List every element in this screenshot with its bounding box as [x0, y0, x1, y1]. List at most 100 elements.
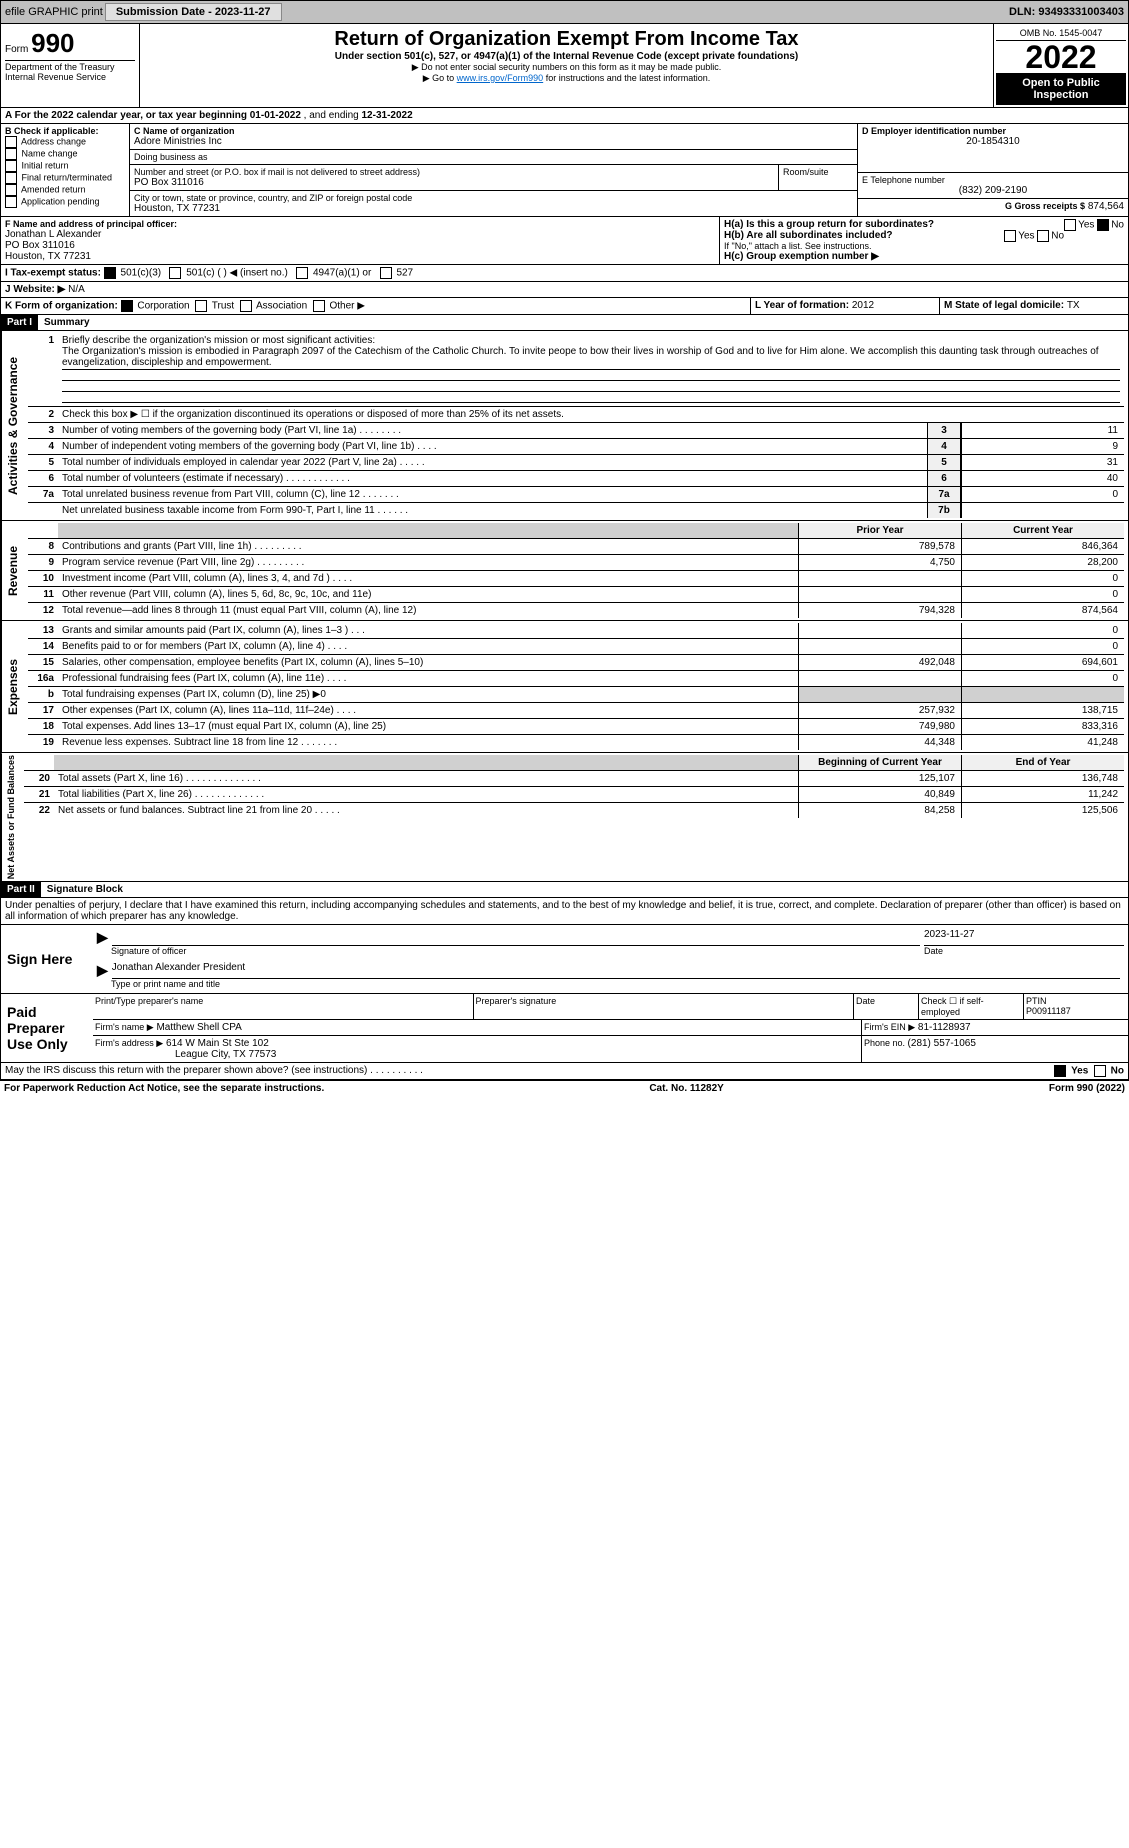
part-2-badge: Part II: [1, 882, 41, 897]
4947-checkbox[interactable]: [296, 267, 308, 279]
box-b-hdr: B Check if applicable:: [5, 126, 125, 136]
box-m-lbl: M State of legal domicile:: [944, 300, 1067, 311]
submission-date-btn[interactable]: Submission Date - 2023-11-27: [105, 3, 282, 21]
prep-c2: Preparer's signature: [474, 994, 855, 1019]
website-row: J Website: ▶ N/A: [0, 282, 1129, 298]
gov-label: Activities & Governance: [1, 331, 24, 520]
box-c-addr-lbl: Number and street (or P.O. box if mail i…: [134, 167, 774, 177]
sig-officer-lbl: Signature of officer: [111, 946, 924, 956]
boxb-checkbox[interactable]: [5, 196, 17, 208]
firm-ein-lbl: Firm's EIN ▶: [864, 1022, 915, 1032]
end-year-hdr: End of Year: [961, 755, 1124, 770]
firm-name: Matthew Shell CPA: [156, 1022, 241, 1033]
main-title: Return of Organization Exempt From Incom…: [144, 28, 989, 51]
begin-year-hdr: Beginning of Current Year: [798, 755, 961, 770]
irs-link[interactable]: www.irs.gov/Form990: [457, 73, 544, 83]
row-a-begin: 01-01-2022: [250, 110, 301, 121]
boxb-checkbox[interactable]: [5, 160, 17, 172]
org-address: PO Box 311016: [134, 177, 774, 188]
subtitle-1: Under section 501(c), 527, or 4947(a)(1)…: [144, 51, 989, 62]
row-a-pre: A For the 2022 calendar year, or tax yea…: [5, 110, 250, 121]
declaration-text: Under penalties of perjury, I declare th…: [0, 898, 1129, 925]
box-c-container: C Name of organization Adore Ministries …: [130, 124, 858, 216]
ha-yes-checkbox[interactable]: [1064, 219, 1076, 231]
current-year-hdr: Current Year: [961, 523, 1124, 538]
hb-yes-checkbox[interactable]: [1004, 230, 1016, 242]
line-1-lbl: Briefly describe the organization's miss…: [62, 335, 375, 346]
501c-checkbox[interactable]: [169, 267, 181, 279]
page-footer: For Paperwork Reduction Act Notice, see …: [0, 1080, 1129, 1096]
527-checkbox[interactable]: [380, 267, 392, 279]
boxb-checkbox[interactable]: [5, 148, 17, 160]
firm-addr1: 614 W Main St Ste 102: [166, 1038, 269, 1049]
arrow-icon: ▶: [97, 929, 108, 946]
may-irs-yes-checkbox[interactable]: [1054, 1065, 1066, 1077]
phone-value: (832) 209-2190: [862, 185, 1124, 196]
footer-mid: Cat. No. 11282Y: [649, 1083, 723, 1094]
h-c-lbl: H(c) Group exemption number ▶: [724, 251, 1124, 262]
goto-pre: ▶ Go to: [423, 73, 457, 83]
efile-label: efile GRAPHIC print: [5, 6, 103, 18]
trust-checkbox[interactable]: [195, 300, 207, 312]
box-d-lbl: D Employer identification number: [862, 126, 1124, 136]
officer-line-1: PO Box 311016: [5, 240, 715, 251]
h-b-note: If "No," attach a list. See instructions…: [724, 241, 1124, 251]
revenue-section: Revenue Prior Year Current Year 8Contrib…: [0, 521, 1129, 621]
box-i-lbl: I Tax-exempt status:: [5, 268, 101, 279]
assoc-checkbox[interactable]: [240, 300, 252, 312]
tax-year: 2022: [996, 41, 1126, 73]
sign-here-block: Sign Here ▶ 2023-11-27 Signature of offi…: [0, 925, 1129, 1080]
footer-left: For Paperwork Reduction Act Notice, see …: [4, 1083, 324, 1094]
ha-no-checkbox[interactable]: [1097, 219, 1109, 231]
h-a-lbl: H(a) Is this a group return for subordin…: [724, 219, 934, 230]
may-irs-no-checkbox[interactable]: [1094, 1065, 1106, 1077]
website-value: N/A: [65, 284, 84, 295]
state-domicile: TX: [1067, 300, 1080, 311]
year-formation: 2012: [852, 300, 874, 311]
sign-here-lbl: Sign Here: [1, 925, 93, 993]
org-name: Adore Ministries Inc: [134, 136, 853, 147]
arrow-icon-2: ▶: [97, 962, 108, 979]
irs-label: Internal Revenue Service: [5, 72, 135, 82]
open-to-public: Open to Public Inspection: [996, 73, 1126, 105]
box-c-city-lbl: City or town, state or province, country…: [134, 193, 853, 203]
ptin-value: P00911187: [1026, 1006, 1071, 1016]
part-1-title: Summary: [38, 315, 96, 330]
corp-checkbox[interactable]: [121, 300, 133, 312]
prior-year-hdr: Prior Year: [798, 523, 961, 538]
may-irs-text: May the IRS discuss this return with the…: [5, 1065, 1054, 1077]
firm-name-lbl: Firm's name ▶: [95, 1022, 154, 1032]
phone-lbl: Phone no.: [864, 1038, 908, 1048]
net-label: Net Assets or Fund Balances: [1, 753, 20, 881]
form-org-row: K Form of organization: Corporation Trus…: [0, 298, 1129, 315]
ein-value: 20-1854310: [862, 136, 1124, 147]
governance-section: Activities & Governance 1 Briefly descri…: [0, 331, 1129, 521]
subtitle-2: ▶ Do not enter social security numbers o…: [144, 62, 989, 73]
other-checkbox[interactable]: [313, 300, 325, 312]
box-c-dba-lbl: Doing business as: [134, 152, 853, 162]
officer-line-0: Jonathan L Alexander: [5, 229, 715, 240]
501c3-checkbox[interactable]: [104, 267, 116, 279]
box-l-lbl: L Year of formation:: [755, 300, 852, 311]
row-a: A For the 2022 calendar year, or tax yea…: [0, 108, 1129, 124]
officer-line-2: Houston, TX 77231: [5, 251, 715, 262]
prep-c4: Check ☐ if self-employed: [919, 994, 1024, 1019]
goto-post: for instructions and the latest informat…: [543, 73, 710, 83]
prep-c3: Date: [854, 994, 919, 1019]
part-1-badge: Part I: [1, 315, 38, 330]
boxb-checkbox[interactable]: [5, 184, 17, 196]
officer-name: Jonathan Alexander President: [112, 962, 1120, 979]
officer-block: F Name and address of principal officer:…: [0, 217, 1129, 265]
room-suite-lbl: Room/suite: [779, 165, 857, 190]
paid-prep-lbl: Paid Preparer Use Only: [1, 994, 93, 1062]
exp-label: Expenses: [1, 621, 24, 752]
boxb-checkbox[interactable]: [5, 136, 17, 148]
type-name-lbl: Type or print name and title: [97, 979, 1124, 989]
firm-addr2: League City, TX 77573: [95, 1049, 276, 1060]
hb-no-checkbox[interactable]: [1037, 230, 1049, 242]
boxb-checkbox[interactable]: [5, 172, 17, 184]
date-lbl: Date: [924, 946, 1124, 956]
prep-c1: Print/Type preparer's name: [93, 994, 474, 1019]
h-b-lbl: H(b) Are all subordinates included?: [724, 230, 893, 241]
part-2-title: Signature Block: [41, 882, 129, 897]
